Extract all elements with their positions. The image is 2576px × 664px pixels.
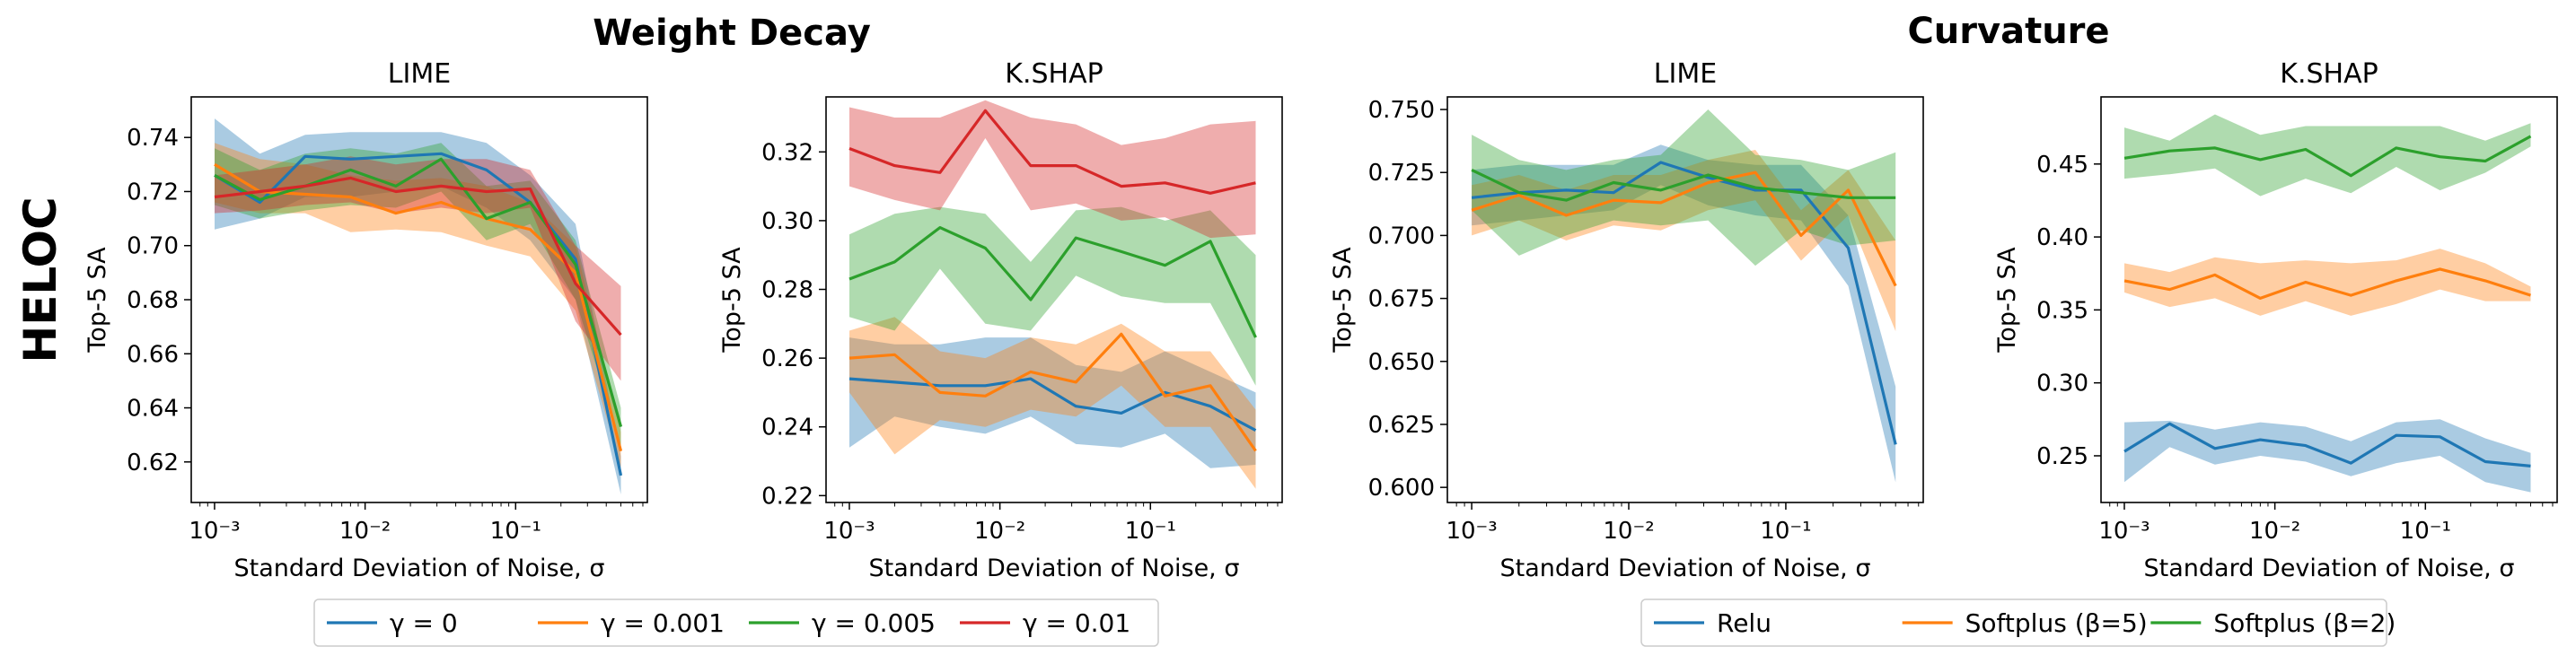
confidence-band-1: [849, 337, 1256, 468]
y-tick-label: 0.45: [2036, 152, 2088, 179]
x-tick-label: 10⁻³: [1446, 518, 1497, 545]
legend-1: γ = 0 γ = 0.001 γ = 0.005 γ = 0.01: [313, 598, 1159, 647]
confidence-band-2: [215, 143, 621, 467]
y-tick-label: 0.750: [1368, 97, 1435, 124]
series-line-3: [1471, 168, 1896, 202]
confidence-band-2: [849, 317, 1256, 489]
y-tick-label: 0.30: [2036, 371, 2088, 398]
x-axis-label: Standard Deviation of Noise, σ: [869, 555, 1240, 582]
y-tick-label: 0.35: [2036, 297, 2088, 324]
series-line-2: [1471, 170, 1897, 287]
legend-box: [313, 598, 1159, 647]
x-axis-label: Standard Deviation of Noise, σ: [2144, 555, 2515, 582]
series-line-1: [848, 377, 1257, 432]
y-tick-label: 0.28: [761, 277, 813, 304]
legend-2: Relu Softplus (β=5) Softplus (β=2): [1640, 598, 2396, 647]
plot-frame: [825, 96, 1283, 503]
y-tick-label: 0.675: [1368, 286, 1435, 313]
plot-frame: [1446, 96, 1924, 503]
x-tick-label: 10⁻¹: [1760, 518, 1811, 545]
legend-label: Softplus (β=2): [2213, 608, 2396, 638]
panel-title: LIME: [388, 58, 451, 90]
series-line-1: [214, 152, 623, 476]
confidence-band-1: [1472, 144, 1896, 483]
series-line-1: [1471, 161, 1897, 445]
y-axis-label: Top-5 SA: [1329, 247, 1357, 354]
legend-label: Softplus (β=5): [1965, 608, 2148, 638]
legend-box: [1640, 598, 2387, 647]
series-line-4: [214, 176, 622, 336]
y-axis-label: Top-5 SA: [1993, 247, 2021, 354]
legend-label: Relu: [1717, 608, 1772, 638]
series-line-3: [2123, 135, 2532, 178]
legend-label: γ = 0.001: [601, 608, 725, 638]
chart-panel-1: 0.62 0.64 0.66 0.68 0.70 0.72 0.74 10⁻³ 10⁻² 10⁻¹…: [84, 58, 648, 582]
legend-label: γ = 0.01: [1023, 608, 1130, 638]
y-tick-label: 0.725: [1368, 160, 1435, 187]
x-tick-label: 10⁻²: [974, 518, 1025, 545]
series-line-4: [848, 109, 1256, 195]
y-axis-label: Top-5 SA: [84, 247, 111, 354]
y-tick-label: 0.25: [2036, 443, 2088, 470]
y-tick-label: 0.30: [761, 208, 813, 235]
y-tick-label: 0.32: [761, 139, 813, 166]
x-tick-label: 10⁻¹: [1125, 518, 1176, 545]
chart-panel-2: 0.22 0.24 0.26 0.28 0.30 0.32 10⁻³ 10⁻² 10⁻¹ K.SH…: [718, 58, 1283, 582]
panel-title: K.SHAP: [2280, 58, 2378, 90]
confidence-band-3: [1472, 109, 1896, 266]
confidence-band-2: [2124, 249, 2531, 316]
confidence-band-3: [215, 143, 621, 446]
series-line-3: [848, 226, 1257, 338]
y-tick-label: 0.26: [761, 345, 813, 372]
y-tick-label: 0.66: [127, 341, 179, 368]
x-tick-label: 10⁻³: [2098, 518, 2150, 545]
y-tick-label: 0.68: [127, 287, 179, 314]
y-tick-label: 0.74: [127, 125, 179, 152]
y-tick-label: 0.700: [1368, 223, 1435, 249]
legend-label: γ = 0: [390, 608, 458, 638]
confidence-band-4: [849, 100, 1256, 239]
y-tick-label: 0.22: [761, 483, 813, 510]
y-tick-label: 0.72: [127, 179, 179, 205]
x-axis-label: Standard Deviation of Noise, σ: [1500, 555, 1871, 582]
confidence-band-3: [2124, 114, 2531, 197]
x-axis-label: Standard Deviation of Noise, σ: [234, 555, 605, 582]
confidence-band-1: [215, 118, 621, 494]
chart-panel-4: 0.25 0.30 0.35 0.40 0.45 10⁻³ 10⁻² 10⁻¹ K.SHAP St…: [1993, 58, 2558, 582]
y-tick-label: 0.64: [127, 396, 179, 423]
legend-label: γ = 0.005: [812, 608, 936, 638]
y-tick-label: 0.40: [2036, 224, 2088, 251]
x-tick-label: 10⁻²: [1603, 518, 1654, 545]
y-tick-label: 0.625: [1368, 412, 1435, 439]
y-axis-label: Top-5 SA: [718, 247, 746, 354]
y-tick-label: 0.600: [1368, 475, 1435, 502]
plot-frame: [2100, 96, 2558, 503]
confidence-band-3: [849, 206, 1256, 386]
y-tick-label: 0.62: [127, 450, 179, 476]
y-tick-label: 0.24: [761, 415, 813, 441]
series-line-2: [2123, 267, 2531, 300]
x-tick-label: 10⁻¹: [490, 518, 541, 545]
x-tick-label: 10⁻³: [823, 518, 875, 545]
x-tick-label: 10⁻²: [2249, 518, 2300, 545]
series-line-1: [2123, 422, 2531, 467]
y-tick-label: 0.70: [127, 233, 179, 260]
row-label: HELOC: [14, 197, 66, 363]
panel-title: K.SHAP: [1005, 58, 1103, 90]
x-tick-label: 10⁻²: [339, 518, 391, 545]
y-tick-label: 0.650: [1368, 349, 1435, 376]
group-title-curvature: Curvature: [1907, 11, 2109, 52]
chart-panel-3: 0.600 0.625 0.650 0.675 0.700 0.725 0.750 10⁻³ 1…: [1329, 58, 1924, 582]
series-line-2: [848, 332, 1257, 452]
x-tick-label: 10⁻³: [189, 518, 240, 545]
confidence-band-4: [215, 156, 621, 381]
x-tick-label: 10⁻¹: [2400, 518, 2451, 545]
group-title-weight-decay: Weight Decay: [593, 13, 871, 54]
panel-title: LIME: [1654, 58, 1717, 90]
